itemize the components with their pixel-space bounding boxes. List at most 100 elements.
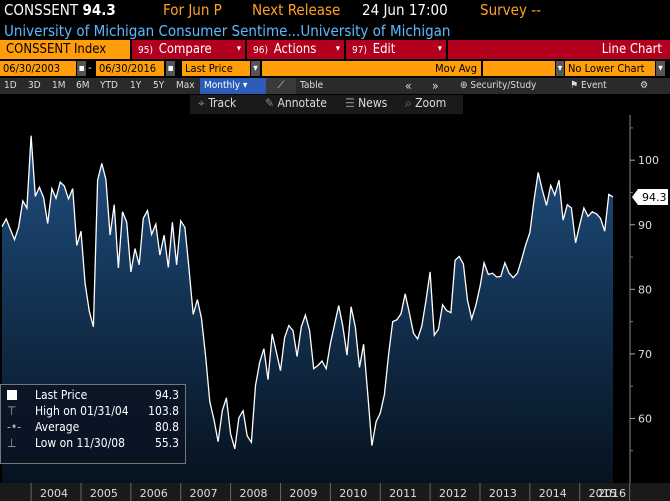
high-marker-icon: ⊤ bbox=[7, 404, 17, 418]
next-release-label: Next Release bbox=[252, 1, 341, 19]
period-1y[interactable]: 1Y bbox=[130, 80, 142, 91]
x-tick-label: 2008 bbox=[239, 487, 267, 500]
x-tick-label: 2009 bbox=[289, 487, 317, 500]
x-tick-label: 2005 bbox=[90, 487, 118, 500]
period-1d[interactable]: 1D bbox=[4, 80, 17, 91]
period-1m[interactable]: 1M bbox=[52, 80, 66, 91]
date-separator: - bbox=[88, 61, 92, 74]
compare-number: 95) bbox=[138, 45, 153, 56]
line-chart-icon[interactable]: ⟋ bbox=[266, 78, 296, 94]
period-3d[interactable]: 3D bbox=[28, 80, 41, 91]
track-label: Track bbox=[208, 96, 237, 110]
calendar-icon[interactable]: ▪ bbox=[77, 61, 86, 76]
x-tick-label: 2010 bbox=[339, 487, 367, 500]
edit-label: Edit bbox=[372, 42, 396, 57]
last-price-tag-shape bbox=[632, 188, 668, 205]
event-label: Event bbox=[580, 80, 607, 91]
period-6m[interactable]: 6M bbox=[76, 80, 90, 91]
chart-legend[interactable]: Last Price 94.3 ⊤ High on 01/31/04 103.8… bbox=[0, 384, 186, 464]
edit-number: 97) bbox=[352, 45, 367, 56]
last-price-tag-label: 94.3 bbox=[642, 191, 667, 204]
period-ytd[interactable]: YTD bbox=[100, 80, 118, 91]
event-button[interactable]: ⚑ Event bbox=[570, 78, 607, 94]
chart-settings-row: 06/30/2003 ▪ - 06/30/2016 ▪ Last Price ▾… bbox=[0, 60, 670, 77]
dropdown-arrow-icon: ▾ bbox=[242, 80, 248, 91]
security-study-button[interactable]: ⊕ Security/Study bbox=[460, 78, 536, 94]
x-tick-label: 2006 bbox=[140, 487, 168, 500]
x-tick-label: 2014 bbox=[539, 487, 567, 500]
legend-last-price-value: 94.3 bbox=[154, 388, 179, 402]
x-tick-label: 2015 bbox=[589, 487, 617, 500]
legend-high-value: 103.8 bbox=[148, 404, 179, 418]
annotate-tool[interactable]: ✎ Annotate bbox=[265, 96, 327, 110]
mov-avg-input[interactable] bbox=[483, 61, 555, 76]
flag-icon: ⚑ bbox=[570, 80, 581, 91]
legend-low-value: 55.3 bbox=[154, 436, 179, 450]
frequency-select[interactable]: Monthly ▾ bbox=[200, 78, 266, 94]
price-field-select[interactable]: Last Price bbox=[182, 61, 250, 76]
period-5y[interactable]: 5Y bbox=[153, 80, 165, 91]
last-price-swatch bbox=[7, 390, 17, 400]
dropdown-arrow-icon[interactable]: ▾ bbox=[556, 61, 564, 76]
table-button[interactable]: Table bbox=[300, 80, 324, 91]
actions-menu[interactable]: 96) Actions ▾ bbox=[247, 40, 344, 59]
for-period-label: For Jun P bbox=[163, 1, 222, 19]
chevron-right-icon[interactable]: » bbox=[432, 79, 439, 93]
x-tick-label: 2004 bbox=[40, 487, 68, 500]
add-study-icon: ⊕ bbox=[460, 80, 471, 91]
news-tool[interactable]: ☰ News bbox=[345, 96, 387, 110]
y-tick-label: 80 bbox=[638, 283, 652, 296]
next-release-value: 24 Jun 17:00 bbox=[362, 1, 448, 19]
period-toolbar: 1D 3D 1M 6M YTD 1Y 5Y Max Monthly ▾ ⟋ Ta… bbox=[0, 78, 670, 94]
gear-icon[interactable]: ⚙ bbox=[640, 80, 649, 91]
x-axis-bar bbox=[0, 483, 670, 501]
frequency-label: Monthly bbox=[204, 80, 241, 91]
y-tick-label: 70 bbox=[638, 348, 652, 361]
x-tick-label: 2013 bbox=[489, 487, 517, 500]
average-marker-icon: -•- bbox=[7, 420, 22, 434]
annotate-label: Annotate bbox=[277, 96, 327, 110]
track-tool[interactable]: ⌖ Track bbox=[198, 96, 236, 111]
news-label: News bbox=[358, 96, 388, 110]
function-menu-bar: CONSSENT Index 95) Compare ▾ 96) Actions… bbox=[0, 40, 670, 59]
y-tick-label: 90 bbox=[638, 219, 652, 232]
last-value: 94.3 bbox=[82, 1, 116, 19]
legend-average-label: Average bbox=[35, 420, 80, 434]
chart-tools-bar bbox=[190, 95, 463, 114]
dropdown-arrow-icon: ▾ bbox=[236, 44, 241, 54]
last-price-tag: 94.3 bbox=[632, 188, 668, 205]
chart-type-title: Line Chart bbox=[448, 40, 670, 59]
ticker-symbol[interactable]: CONSSENT 94.3 bbox=[4, 1, 116, 19]
zoom-label: Zoom bbox=[415, 96, 447, 110]
x-tick-label: 2012 bbox=[439, 487, 467, 500]
zoom-tool[interactable]: ⌕ Zoom bbox=[405, 96, 446, 111]
legend-average-value: 80.8 bbox=[154, 420, 179, 434]
y-axis-background bbox=[630, 115, 670, 483]
compare-label: Compare bbox=[158, 42, 212, 57]
index-field[interactable]: CONSSENT Index bbox=[0, 40, 130, 59]
compare-menu[interactable]: 95) Compare ▾ bbox=[132, 40, 245, 59]
legend-high-label: High on 01/31/04 bbox=[35, 404, 129, 418]
news-icon: ☰ bbox=[345, 96, 359, 110]
actions-label: Actions bbox=[273, 42, 317, 57]
legend-low-label: Low on 11/30/08 bbox=[35, 436, 126, 450]
mov-avg-field[interactable]: Mov Avg bbox=[262, 61, 481, 76]
pencil-icon: ✎ bbox=[265, 96, 278, 110]
dropdown-arrow-icon: ▾ bbox=[335, 44, 340, 54]
security-study-label: Security/Study bbox=[470, 80, 537, 91]
security-header: CONSSENT 94.3 For Jun P Next Release 24 … bbox=[0, 0, 670, 22]
crosshair-icon: ⌖ bbox=[198, 96, 209, 110]
calendar-icon[interactable]: ▪ bbox=[166, 61, 175, 76]
chevron-left-icon[interactable]: « bbox=[405, 79, 412, 93]
end-date-input[interactable]: 06/30/2016 bbox=[96, 61, 164, 76]
y-axis: 60 70 80 90 100 bbox=[629, 115, 670, 483]
lower-chart-select[interactable]: No Lower Chart bbox=[565, 61, 655, 76]
ticker-name: CONSSENT bbox=[4, 1, 79, 19]
dropdown-arrow-icon[interactable]: ▾ bbox=[251, 61, 260, 76]
period-max[interactable]: Max bbox=[176, 80, 195, 91]
survey-label: Survey -- bbox=[480, 1, 541, 19]
edit-menu[interactable]: 97) Edit ▾ bbox=[346, 40, 446, 59]
price-line bbox=[1, 135, 614, 449]
start-date-input[interactable]: 06/30/2003 bbox=[0, 61, 76, 76]
dropdown-arrow-icon[interactable]: ▾ bbox=[656, 61, 665, 76]
